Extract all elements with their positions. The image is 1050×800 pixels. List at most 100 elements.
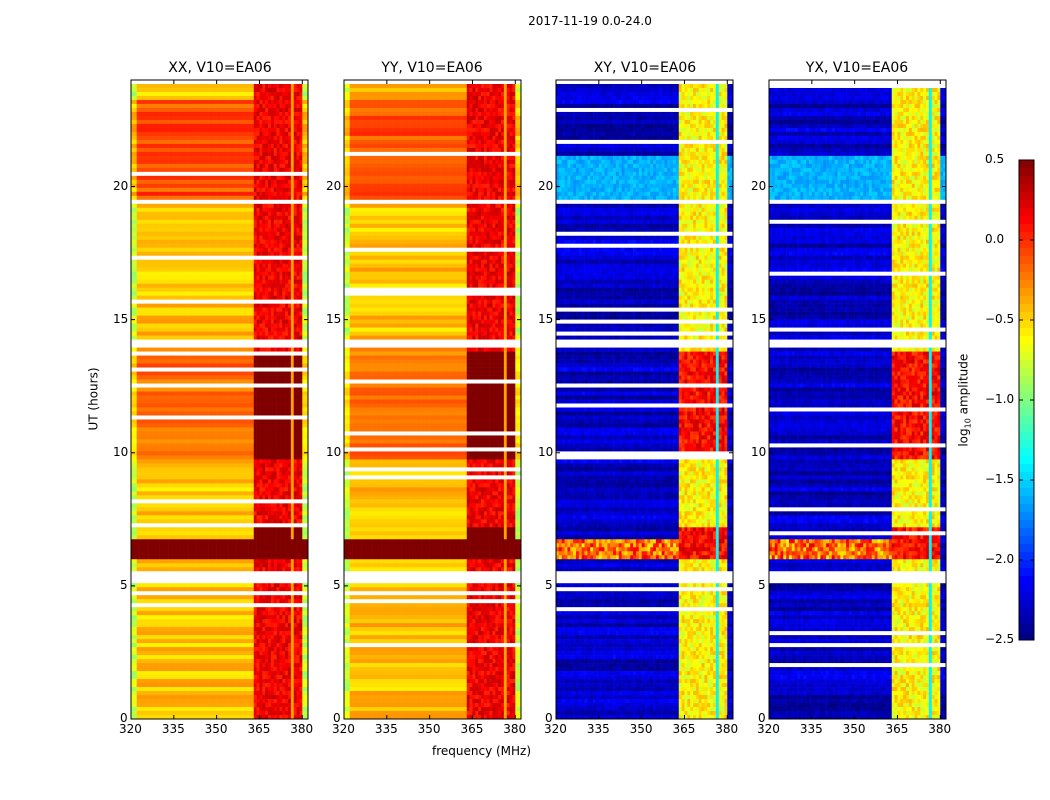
heatmap-cell bbox=[251, 324, 254, 328]
heatmap-cell bbox=[242, 272, 245, 276]
heatmap-cell bbox=[134, 388, 137, 392]
heatmap-cell bbox=[294, 407, 297, 411]
heatmap-cell bbox=[297, 84, 300, 88]
heatmap-cell bbox=[302, 396, 305, 400]
heatmap-cell bbox=[154, 348, 157, 352]
heatmap-cell bbox=[171, 236, 174, 240]
heatmap-cell bbox=[162, 252, 165, 256]
heatmap-cell bbox=[188, 431, 191, 435]
heatmap-cell bbox=[222, 439, 225, 443]
heatmap-cell bbox=[294, 296, 297, 300]
heatmap-cell bbox=[160, 84, 163, 88]
heatmap-cell bbox=[294, 92, 297, 96]
heatmap-cell bbox=[291, 220, 294, 224]
heatmap-cell bbox=[294, 112, 297, 116]
heatmap-cell bbox=[299, 380, 302, 384]
heatmap-cell bbox=[157, 443, 160, 447]
heatmap-cell bbox=[291, 136, 294, 140]
heatmap-cell bbox=[137, 360, 140, 364]
heatmap-cell bbox=[151, 400, 154, 404]
heatmap-cell bbox=[188, 423, 191, 427]
heatmap-cell bbox=[188, 411, 191, 415]
heatmap-cell bbox=[242, 240, 245, 244]
heatmap-cell bbox=[279, 372, 282, 376]
heatmap-cell bbox=[142, 336, 145, 340]
heatmap-cell bbox=[231, 268, 234, 272]
heatmap-cell bbox=[154, 196, 157, 200]
heatmap-cell bbox=[151, 168, 154, 172]
heatmap-cell bbox=[302, 252, 305, 256]
heatmap-cell bbox=[302, 152, 305, 156]
heatmap-cell bbox=[231, 292, 234, 296]
heatmap-cell bbox=[174, 132, 177, 136]
heatmap-cell bbox=[194, 204, 197, 208]
heatmap-cell bbox=[188, 427, 191, 431]
heatmap-cell bbox=[168, 120, 171, 124]
heatmap-cell bbox=[265, 208, 268, 212]
heatmap-cell bbox=[237, 280, 240, 284]
heatmap-cell bbox=[225, 112, 228, 116]
heatmap-cell bbox=[282, 116, 285, 120]
heatmap-cell bbox=[194, 92, 197, 96]
heatmap-cell bbox=[194, 308, 197, 312]
heatmap-cell bbox=[160, 152, 163, 156]
heatmap-cell bbox=[148, 180, 151, 184]
heatmap-cell bbox=[251, 176, 254, 180]
heatmap-cell bbox=[254, 268, 257, 272]
heatmap-cell bbox=[220, 407, 223, 411]
heatmap-cell bbox=[277, 328, 280, 332]
heatmap-cell bbox=[245, 288, 248, 292]
heatmap-cell bbox=[174, 407, 177, 411]
heatmap-cell bbox=[197, 180, 200, 184]
heatmap-cell bbox=[157, 112, 160, 116]
heatmap-cell bbox=[271, 284, 274, 288]
heatmap-cell bbox=[134, 324, 137, 328]
heatmap-cell bbox=[259, 336, 262, 340]
heatmap-cell bbox=[148, 296, 151, 300]
heatmap-cell bbox=[299, 364, 302, 368]
heatmap-cell bbox=[145, 188, 148, 192]
heatmap-cell bbox=[297, 360, 300, 364]
heatmap-cell bbox=[262, 435, 265, 439]
heatmap-cell bbox=[299, 120, 302, 124]
heatmap-cell bbox=[165, 220, 168, 224]
heatmap-cell bbox=[185, 288, 188, 292]
heatmap-cell bbox=[294, 403, 297, 407]
heatmap-cell bbox=[237, 419, 240, 423]
heatmap-cell bbox=[262, 427, 265, 431]
heatmap-cell bbox=[180, 439, 183, 443]
heatmap-cell bbox=[228, 392, 231, 396]
heatmap-cell bbox=[214, 411, 217, 415]
heatmap-cell bbox=[177, 403, 180, 407]
heatmap-cell bbox=[251, 208, 254, 212]
heatmap-cell bbox=[271, 224, 274, 228]
heatmap-cell bbox=[185, 316, 188, 320]
heatmap-cell bbox=[299, 236, 302, 240]
heatmap-cell bbox=[142, 104, 145, 108]
heatmap-cell bbox=[282, 160, 285, 164]
heatmap-cell bbox=[168, 423, 171, 427]
heatmap-cell bbox=[279, 248, 282, 252]
heatmap-cell bbox=[291, 160, 294, 164]
heatmap-cell bbox=[211, 403, 214, 407]
heatmap-cell bbox=[194, 196, 197, 200]
heatmap-cell bbox=[274, 240, 277, 244]
heatmap-cell bbox=[148, 396, 151, 400]
heatmap-cell bbox=[174, 148, 177, 152]
heatmap-cell bbox=[288, 244, 291, 248]
heatmap-cell bbox=[182, 144, 185, 148]
heatmap-cell bbox=[291, 96, 294, 100]
heatmap-cell bbox=[148, 208, 151, 212]
heatmap-cell bbox=[188, 403, 191, 407]
heatmap-cell bbox=[220, 196, 223, 200]
heatmap-cell bbox=[237, 388, 240, 392]
heatmap-cell bbox=[299, 204, 302, 208]
heatmap-cell bbox=[208, 104, 211, 108]
heatmap-cell bbox=[225, 104, 228, 108]
heatmap-cell bbox=[142, 268, 145, 272]
heatmap-cell bbox=[302, 236, 305, 240]
heatmap-cell bbox=[208, 400, 211, 404]
heatmap-cell bbox=[239, 116, 242, 120]
heatmap-cell bbox=[234, 224, 237, 228]
heatmap-cell bbox=[285, 431, 288, 435]
